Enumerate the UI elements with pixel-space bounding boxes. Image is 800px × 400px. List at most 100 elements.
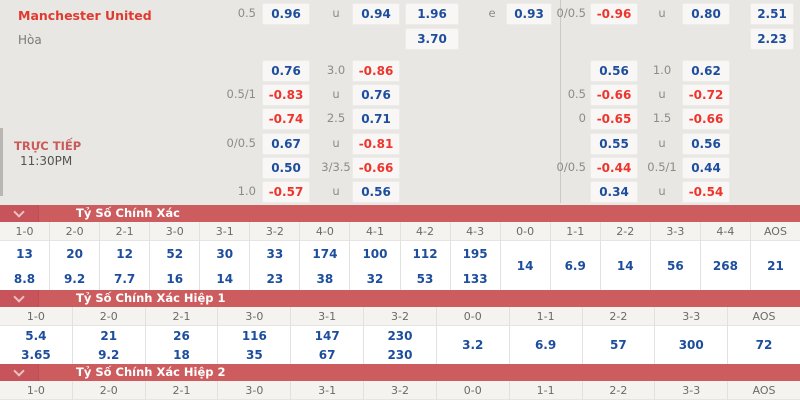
score-odds-home[interactable]: 147	[314, 328, 340, 343]
score-header-cell: 4-0	[300, 222, 350, 241]
odds-line-label: 1.0	[652, 63, 672, 77]
score-odds-cellgroup: 56	[650, 241, 700, 291]
odds-price-cell[interactable]: -0.86	[352, 60, 400, 82]
score-odds-cellgroup: 100 32	[350, 241, 400, 291]
score-odds-away[interactable]: 35	[245, 347, 263, 362]
odds-price-cell[interactable]: 0.76	[262, 60, 310, 82]
score-odds-away[interactable]: 32	[366, 271, 384, 286]
collapse-toggle[interactable]	[0, 290, 39, 307]
scrollbar-thumb[interactable]	[0, 128, 3, 196]
score-odds-away[interactable]: 18	[173, 347, 190, 362]
section-divider	[560, 0, 561, 203]
score-odds-draw[interactable]: 57	[610, 338, 627, 352]
score-column: 4-1 100 32	[350, 222, 401, 291]
score-odds-away[interactable]: 14	[216, 271, 234, 286]
score-odds-home[interactable]: 33	[266, 246, 284, 261]
score-odds-cellgroup: 72	[728, 326, 800, 364]
odds-price-cell[interactable]: 0.56	[682, 133, 730, 155]
score-odds-home[interactable]: 174	[312, 246, 338, 261]
odds-price-cell[interactable]: 0.71	[352, 108, 400, 130]
score-odds-draw[interactable]: 3.2	[462, 338, 484, 352]
score-odds-away[interactable]: 9.2	[98, 347, 120, 362]
odds-price-cell[interactable]: -0.81	[352, 133, 400, 155]
odds-price-cell[interactable]: 0.55	[590, 133, 638, 155]
odds-price-cell[interactable]: 0.34	[590, 181, 638, 203]
score-odds-home[interactable]: 112	[412, 246, 438, 261]
odds-price-cell[interactable]: -0.66	[682, 108, 730, 130]
score-odds-away[interactable]: 16	[166, 271, 184, 286]
score-odds-home[interactable]: 13	[16, 246, 33, 261]
odds-price-cell[interactable]: -0.57	[262, 181, 310, 203]
odds-price-cell[interactable]: -0.96	[590, 3, 638, 25]
odds-line-label: 1.0	[237, 184, 256, 198]
collapse-toggle[interactable]	[0, 205, 39, 222]
score-odds-home[interactable]: 30	[216, 246, 234, 261]
section-title: Tỷ Số Chính Xác Hiệp 2	[76, 365, 226, 379]
collapse-toggle[interactable]	[0, 364, 39, 381]
score-column: 1-0 5.4 3.65	[0, 307, 73, 364]
score-odds-draw[interactable]: 72	[755, 338, 773, 352]
score-odds-draw[interactable]: 21	[767, 259, 784, 273]
score-odds-away[interactable]: 23	[266, 271, 284, 286]
odds-price-cell[interactable]: 2.51	[750, 3, 794, 25]
score-odds-draw[interactable]: 56	[666, 259, 684, 273]
score-odds-away[interactable]: 53	[416, 271, 434, 286]
score-odds-home[interactable]: 116	[241, 328, 267, 343]
score-odds-away[interactable]: 67	[318, 347, 336, 362]
odds-price-cell[interactable]: 0.44	[682, 157, 730, 179]
odds-price-cell[interactable]: -0.66	[590, 84, 638, 106]
score-odds-draw[interactable]: 14	[516, 259, 534, 273]
odds-price-cell[interactable]: -0.66	[352, 157, 400, 179]
odds-price-cell[interactable]: 0.94	[352, 3, 400, 25]
section-header-band[interactable]: Tỷ Số Chính Xác Hiệp 1	[0, 290, 800, 307]
odds-price-cell[interactable]: 1.96	[405, 3, 459, 25]
score-odds-away[interactable]: 9.2	[63, 271, 86, 286]
score-odds-away[interactable]: 230	[387, 347, 413, 362]
score-odds-draw[interactable]: 6.9	[564, 259, 586, 273]
odds-price-cell[interactable]: -0.74	[262, 108, 310, 130]
score-odds-home[interactable]: 20	[66, 246, 83, 261]
odds-price-cell[interactable]: -0.65	[590, 108, 638, 130]
score-odds-home[interactable]: 195	[462, 246, 488, 261]
score-odds-home[interactable]: 230	[387, 328, 413, 343]
odds-price-cell[interactable]: -0.72	[682, 84, 730, 106]
odds-price-cell[interactable]: 0.67	[262, 133, 310, 155]
score-odds-home[interactable]: 21	[100, 328, 118, 343]
score-odds-draw[interactable]: 14	[616, 259, 634, 273]
score-odds-home[interactable]: 5.4	[25, 328, 47, 343]
odds-price-cell[interactable]: 2.23	[750, 28, 794, 50]
score-header-cell: 3-1	[291, 307, 364, 326]
score-odds-draw[interactable]: 300	[678, 338, 704, 352]
odds-price-cell[interactable]: 0.76	[352, 84, 400, 106]
odds-price-cell[interactable]: 0.56	[590, 60, 638, 82]
score-odds-cellgroup: 6.9	[509, 326, 582, 364]
odds-price-cell[interactable]: -0.44	[590, 157, 638, 179]
score-odds-draw[interactable]: 268	[712, 259, 738, 273]
score-odds-home[interactable]: 26	[173, 328, 190, 343]
score-odds-away[interactable]: 3.65	[21, 347, 51, 362]
odds-price-cell[interactable]: 0.80	[682, 3, 730, 25]
score-odds-away[interactable]: 8.8	[13, 271, 36, 286]
score-odds-away[interactable]: 7.7	[114, 271, 136, 286]
score-odds-home[interactable]: 12	[116, 246, 133, 261]
odds-price-cell[interactable]: 0.50	[262, 157, 310, 179]
odds-price-cell[interactable]: 0.56	[352, 181, 400, 203]
score-header-cell: 2-2	[582, 381, 655, 400]
score-odds-home[interactable]: 100	[362, 246, 388, 261]
score-odds-home[interactable]: 52	[166, 246, 184, 261]
score-header-cell: 3-3	[650, 222, 700, 241]
odds-price-cell[interactable]: 0.93	[506, 3, 552, 25]
score-odds-away[interactable]: 38	[316, 271, 334, 286]
odds-price-cell[interactable]: 0.62	[682, 60, 730, 82]
score-odds-away[interactable]: 133	[462, 271, 488, 286]
section-header-band[interactable]: Tỷ Số Chính Xác	[0, 205, 800, 222]
odds-price-cell[interactable]: -0.83	[262, 84, 310, 106]
score-odds-draw[interactable]: 6.9	[534, 338, 557, 352]
score-column: 3-2 230 230	[364, 307, 437, 364]
section-title: Tỷ Số Chính Xác	[76, 206, 180, 220]
odds-price-cell[interactable]: 3.70	[405, 28, 459, 50]
section-header-band[interactable]: Tỷ Số Chính Xác Hiệp 2	[0, 364, 800, 381]
odds-price-cell[interactable]: -0.54	[682, 181, 730, 203]
odds-price-cell[interactable]: 0.96	[262, 3, 310, 25]
score-column: AOS 72	[728, 307, 800, 364]
